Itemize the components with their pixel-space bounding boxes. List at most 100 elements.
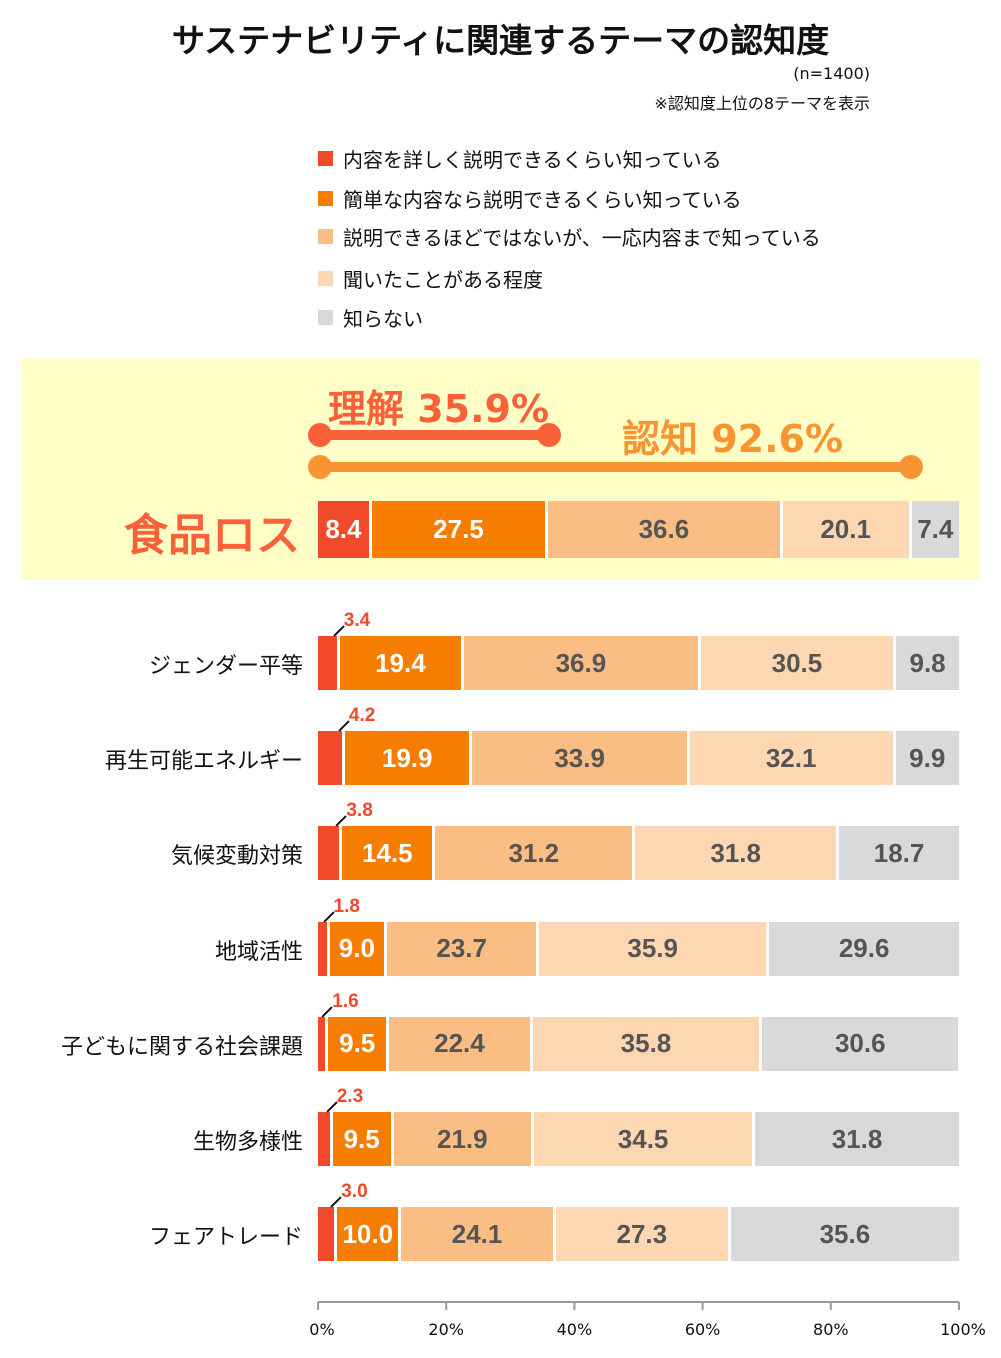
awareness-label: 認知 92.6% (622, 417, 844, 461)
bar-segment: 9.5 (328, 1016, 390, 1071)
category-label: 子どもに関する社会課題 (60, 1034, 303, 1060)
legend-swatch (318, 190, 333, 206)
data-label: 1.8 (333, 895, 360, 917)
bar-segment: 30.6 (762, 1016, 959, 1071)
legend-item: 内容を詳しく説明できるくらい知っている (318, 146, 722, 172)
x-tick-label: 40% (556, 1320, 593, 1339)
leader-line (330, 1196, 342, 1208)
bar-segment: 9.8 (896, 636, 959, 690)
bar-segment: 21.9 (393, 1112, 534, 1166)
bar-segment: 14.5 (342, 826, 436, 881)
data-label: 9.8 (909, 647, 946, 678)
data-label: 31.8 (831, 1123, 883, 1154)
data-label: 10.0 (342, 1218, 394, 1249)
legend-label: 聞いたことがある程度 (343, 267, 543, 292)
data-label: 14.5 (362, 837, 413, 868)
bar-segment: 18.7 (839, 826, 959, 881)
data-label: 22.4 (434, 1028, 485, 1059)
category-label: 再生可能エネルギー (104, 749, 303, 775)
leader-line (322, 910, 335, 923)
legend-label: 知らない (343, 306, 423, 331)
legend-swatch (318, 309, 333, 325)
category-label: 食品ロス (124, 510, 300, 561)
data-label: 27.5 (433, 514, 484, 544)
bar-segment (318, 1207, 338, 1262)
legend-swatch (318, 270, 333, 286)
bar-segment: 35.8 (532, 1016, 763, 1071)
leader-line (326, 1101, 338, 1113)
bar-segment (318, 636, 340, 690)
data-label: 21.9 (437, 1123, 488, 1154)
bar-segment: 9.9 (895, 731, 959, 786)
chart-note: ※認知度上位の8テーマを表示 (654, 94, 870, 113)
range-lines (308, 423, 923, 479)
bar-segment: 8.4 (318, 501, 372, 558)
data-label: 3.8 (346, 800, 373, 822)
x-tick-label: 100% (940, 1320, 986, 1339)
data-label: 36.6 (638, 514, 690, 544)
data-label: 23.7 (436, 933, 487, 964)
bar-segment: 23.7 (387, 921, 540, 976)
data-label: 3.0 (341, 1181, 368, 1203)
legend-label: 内容を詳しく説明できるくらい知っている (343, 147, 722, 172)
data-label: 35.8 (620, 1028, 672, 1059)
x-tick-label: 80% (813, 1320, 849, 1339)
data-label: 33.9 (554, 742, 605, 773)
data-label: 36.9 (555, 647, 607, 678)
awareness-range (308, 455, 923, 479)
bar-segment: 27.3 (555, 1207, 731, 1262)
bar-segment: 36.6 (548, 501, 783, 558)
category-label: フェアトレード (148, 1225, 303, 1251)
data-label: 31.8 (710, 837, 761, 868)
data-label: 9.5 (343, 1123, 380, 1154)
bar-segment: 36.9 (464, 636, 701, 690)
bar-segment: 20.1 (782, 501, 912, 558)
data-label: 2.3 (336, 1086, 364, 1107)
data-label: 19.4 (375, 647, 426, 678)
legend-swatch (318, 228, 333, 244)
data-label: 29.6 (838, 933, 890, 964)
leader-line (321, 1006, 333, 1018)
bar-segment: 31.8 (635, 826, 840, 881)
leader-line (338, 720, 350, 732)
bar-segment: 29.6 (769, 921, 959, 976)
bar-segment (318, 731, 345, 786)
bar-segment (318, 1016, 329, 1071)
bar-segment: 32.1 (689, 731, 896, 786)
bar-segment: 7.4 (911, 501, 959, 558)
bar-segment (318, 921, 330, 976)
x-tick-label: 60% (684, 1320, 721, 1339)
bar-segment: 19.9 (344, 731, 473, 786)
bar-segment: 27.5 (371, 501, 549, 558)
bar-segment: 22.4 (389, 1016, 533, 1071)
understanding-range (308, 423, 561, 447)
data-label: 18.7 (873, 837, 925, 868)
legend-item: 説明できるほどではないが、一応内容まで知っている (318, 224, 821, 250)
data-label: 4.2 (348, 705, 376, 727)
bar-segment: 19.4 (339, 636, 465, 690)
bar-segment: 34.5 (534, 1112, 756, 1166)
bar-segment: 9.5 (332, 1112, 394, 1166)
legend-swatch (318, 150, 333, 166)
data-label: 30.5 (771, 647, 823, 678)
legend-label: 説明できるほどではないが、一応内容まで知っている (343, 225, 821, 250)
bar-segment: 9.0 (329, 921, 388, 976)
legend-item: 聞いたことがある程度 (318, 266, 543, 292)
bar-segment: 31.8 (755, 1112, 959, 1166)
category-label: ジェンダー平等 (148, 654, 303, 679)
data-label: 20.1 (820, 514, 871, 544)
sample-size: (n=1400) (793, 64, 870, 83)
bar-segment: 10.0 (337, 1207, 402, 1262)
x-axis (317, 1301, 960, 1310)
data-label: 1.6 (332, 990, 359, 1012)
bar-segment (318, 826, 343, 881)
data-label: 9.0 (338, 933, 375, 964)
data-label: 27.3 (616, 1218, 668, 1249)
data-label: 35.6 (819, 1218, 871, 1249)
data-label: 35.9 (627, 933, 678, 964)
data-label: 9.9 (909, 742, 946, 773)
data-label: 34.5 (617, 1123, 669, 1154)
data-label: 19.9 (381, 742, 433, 773)
x-tick-label: 20% (428, 1320, 464, 1339)
x-tick-label: 0% (309, 1320, 335, 1339)
